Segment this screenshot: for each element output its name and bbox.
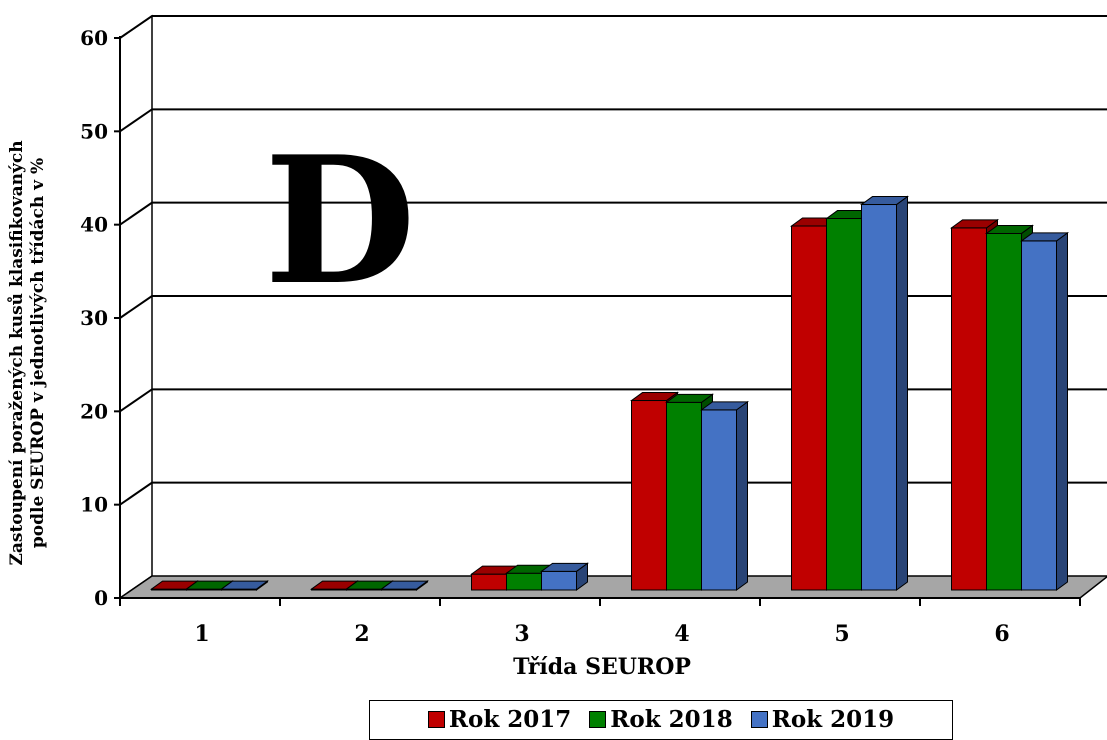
bar-front <box>701 409 737 591</box>
legend-swatch <box>589 711 607 728</box>
gridline <box>119 481 1107 506</box>
y-tick-label: 60 <box>80 26 108 50</box>
legend-item: Rok 2017 <box>427 706 572 733</box>
bar-front <box>471 573 507 591</box>
gridline <box>119 15 1107 39</box>
chart-annotation: D <box>264 119 416 324</box>
bar <box>379 580 430 591</box>
x-tick-labels: 1 2 3 4 5 6 <box>194 621 1009 647</box>
bars <box>149 195 1070 591</box>
bar-top <box>629 392 680 402</box>
y-tick-label: 20 <box>80 399 108 423</box>
y-tick-label: 0 <box>94 586 108 610</box>
legend: Rok 2017 Rok 2018 Rok 2019 <box>369 700 953 740</box>
x-tick-label: 4 <box>674 621 689 647</box>
legend-label: Rok 2018 <box>610 706 733 733</box>
bar-top <box>379 580 430 590</box>
bar <box>219 580 270 591</box>
bar-front <box>1021 240 1057 591</box>
legend-label: Rok 2019 <box>771 706 895 733</box>
legend-item: Rok 2018 <box>589 706 733 733</box>
bar <box>539 562 590 591</box>
bar-top <box>699 401 750 411</box>
bar-top <box>949 219 1000 229</box>
bar-top <box>219 580 270 590</box>
bar <box>1019 231 1070 591</box>
gridline <box>119 295 1107 319</box>
bar-side <box>736 400 748 591</box>
bar-side <box>896 195 908 591</box>
bar-front <box>666 401 702 591</box>
legend-label: Rok 2017 <box>448 706 572 733</box>
y-tick-label: 10 <box>80 493 108 517</box>
legend-item: Rok 2019 <box>750 706 895 733</box>
legend-swatch <box>750 711 768 728</box>
bar-top <box>664 393 715 403</box>
legend-swatch <box>427 711 445 728</box>
gridline <box>119 201 1107 226</box>
bar-top <box>859 196 910 206</box>
y-axis-label-line1: Zastoupení poražených kusů klasifikovaný… <box>6 140 27 565</box>
bar-side <box>1056 231 1068 591</box>
bar <box>859 195 910 591</box>
y-axis-label-line2: podle SEUROP v jednotlivých třídách v % <box>28 158 48 548</box>
x-tick-label: 6 <box>994 621 1009 647</box>
y-tick-label: 40 <box>80 213 108 237</box>
bar <box>699 400 750 591</box>
x-axis-label: Třída SEUROP <box>513 654 691 680</box>
y-tick-label: 50 <box>80 119 108 143</box>
bar-front <box>861 204 897 591</box>
bar-top <box>539 562 590 572</box>
bar-front <box>506 572 542 591</box>
y-tick-label: 30 <box>80 306 108 330</box>
gridline <box>119 388 1107 413</box>
gridline <box>119 108 1107 133</box>
axes <box>114 36 1081 606</box>
bar-front <box>826 218 862 591</box>
bar-front <box>631 400 667 591</box>
x-tick-label: 3 <box>514 621 529 647</box>
bar-front <box>951 227 987 591</box>
bar-front <box>541 570 577 591</box>
bar-front <box>986 232 1022 591</box>
bar-top <box>1019 232 1070 242</box>
bar-top <box>984 224 1035 234</box>
y-tick-labels: 0 10 20 30 40 50 60 <box>80 26 108 610</box>
x-tick-label: 2 <box>354 621 369 647</box>
x-tick-label: 5 <box>834 621 849 647</box>
x-tick-label: 1 <box>194 621 209 647</box>
bar-front <box>791 225 827 591</box>
gridlines <box>119 15 1107 506</box>
